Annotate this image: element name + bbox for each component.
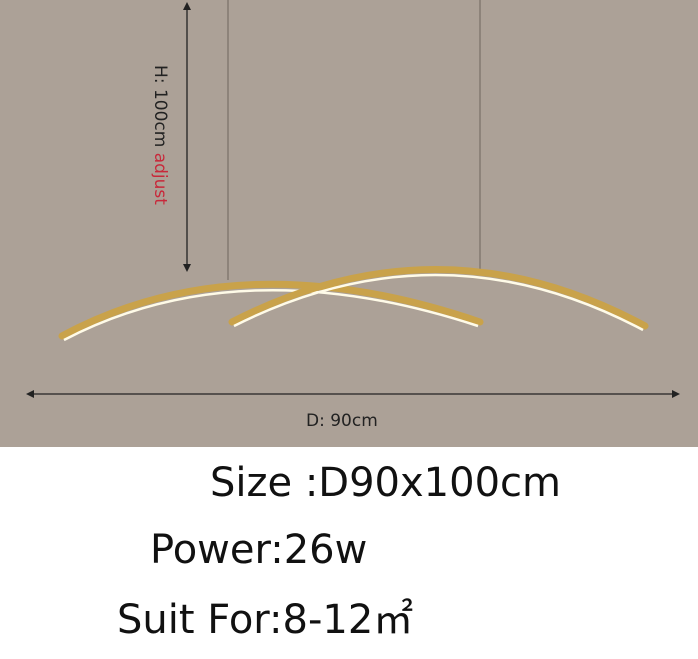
lamp-arc-left bbox=[58, 280, 484, 342]
suit-for-spec: Suit For:8-12㎡ bbox=[117, 597, 414, 643]
height-label: H: 100cm adjust bbox=[150, 65, 170, 205]
adjust-note: adjust bbox=[150, 152, 170, 205]
diameter-label: D: 90cm bbox=[306, 411, 378, 431]
power-spec: Power:26w bbox=[150, 527, 368, 573]
product-photo: H: 100cm adjust D: 90cm bbox=[0, 0, 698, 447]
lamp-illustration bbox=[26, 0, 680, 398]
height-arrow bbox=[183, 2, 191, 272]
size-spec: Size :D90x100cm bbox=[210, 460, 561, 506]
diameter-arrow bbox=[26, 390, 680, 398]
lamp-arc-right bbox=[228, 266, 649, 332]
height-value: H: 100cm bbox=[150, 65, 170, 148]
